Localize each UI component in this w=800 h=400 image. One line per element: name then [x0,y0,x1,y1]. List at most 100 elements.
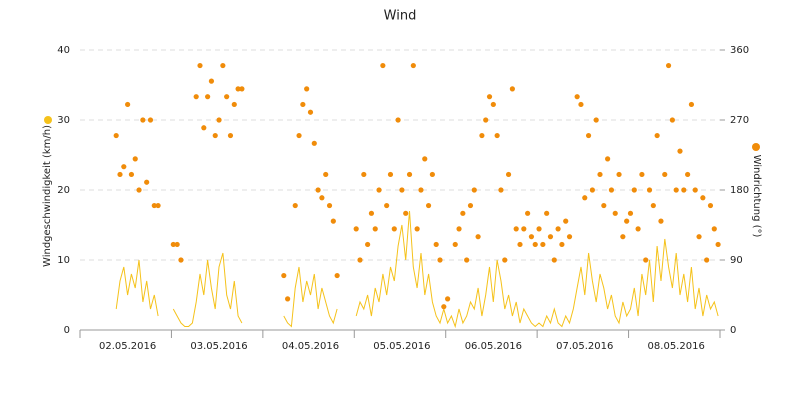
direction-point [125,101,131,108]
direction-point [669,117,675,123]
direction-point [517,241,523,248]
direction-point [239,86,245,92]
direction-point [147,117,154,123]
direction-point [300,101,306,108]
direction-point [643,257,649,263]
direction-point [376,187,382,193]
direction-point [467,202,474,209]
direction-point [525,210,531,216]
direction-point [220,62,226,69]
direction-point [635,226,641,232]
direction-point [422,156,428,162]
direction-point [536,226,542,232]
direction-point [361,171,367,178]
y2-tick-label: 180 [730,185,749,196]
direction-point [532,241,538,248]
direction-point [665,62,672,69]
direction-point [285,296,291,302]
direction-point [414,226,420,232]
direction-point [384,202,390,209]
y2-tick-label: 0 [730,325,736,336]
direction-point [292,202,298,209]
direction-point [197,62,203,69]
direction-point [685,171,691,178]
y-axis-title: Windgeschwindigkeit (km/h) [42,125,53,267]
direction-point [311,140,317,146]
direction-point [505,171,512,178]
x-tick-label: 07.05.2016 [556,341,613,352]
direction-point [483,117,489,123]
y-tick-label: 20 [57,185,70,196]
direction-point [425,202,432,209]
legend-marker [752,143,760,151]
direction-point [121,164,127,170]
direction-point [582,195,588,201]
direction-point [307,109,314,115]
direction-point [117,171,123,178]
direction-point [216,117,222,123]
direction-point [540,241,546,248]
direction-point [406,171,413,178]
direction-point [155,202,161,209]
direction-point [597,171,603,178]
y2-axis-title: Windrichtung (°) [751,155,762,238]
direction-point [627,210,634,216]
y-tick-label: 0 [64,325,70,336]
x-tick-label: 05.05.2016 [373,341,430,352]
direction-point [673,187,679,193]
direction-point [231,101,237,108]
direction-point [700,195,706,201]
direction-point [281,272,287,279]
direction-point [688,101,695,108]
direction-point [353,226,359,232]
direction-point [471,187,477,193]
direction-point [585,132,592,139]
direction-point [151,202,157,209]
speed-line [115,210,719,329]
direction-point [445,296,451,302]
direction-point [605,156,611,162]
direction-point [692,187,698,193]
direction-point [608,187,615,193]
x-tick-label: 06.05.2016 [465,341,522,352]
direction-point [326,202,333,209]
x-tick-label: 02.05.2016 [99,341,156,352]
y-tick-label: 30 [57,115,70,126]
direction-point [456,226,462,232]
direction-point [357,257,363,263]
direction-point [296,132,302,139]
direction-point [528,234,535,240]
direction-point [616,171,622,178]
direction-point [399,187,405,193]
direction-point [368,210,375,216]
direction-point [391,226,397,232]
direction-point [460,210,466,216]
direction-point [578,101,584,108]
x-tick-label: 03.05.2016 [190,341,247,352]
direction-point [227,132,234,139]
direction-point [631,187,637,193]
direction-point [418,187,424,193]
direction-point [178,257,184,263]
x-tick-label: 08.05.2016 [648,341,705,352]
direction-point [681,187,687,193]
direction-point [201,125,207,131]
direction-point [486,94,493,100]
direction-point [433,241,439,248]
direction-point [711,226,717,232]
direction-point [144,179,150,185]
direction-point [395,117,401,123]
chart-title: Wind [384,9,417,24]
direction-point [441,304,447,310]
direction-point [601,202,607,209]
y2-tick-label: 90 [730,255,743,266]
direction-point [128,171,135,178]
direction-point [707,202,714,209]
direction-point [566,234,573,240]
direction-point [662,171,668,178]
direction-point [132,156,138,162]
direction-point [658,218,664,224]
direction-point [555,226,561,232]
direction-point [235,86,241,92]
